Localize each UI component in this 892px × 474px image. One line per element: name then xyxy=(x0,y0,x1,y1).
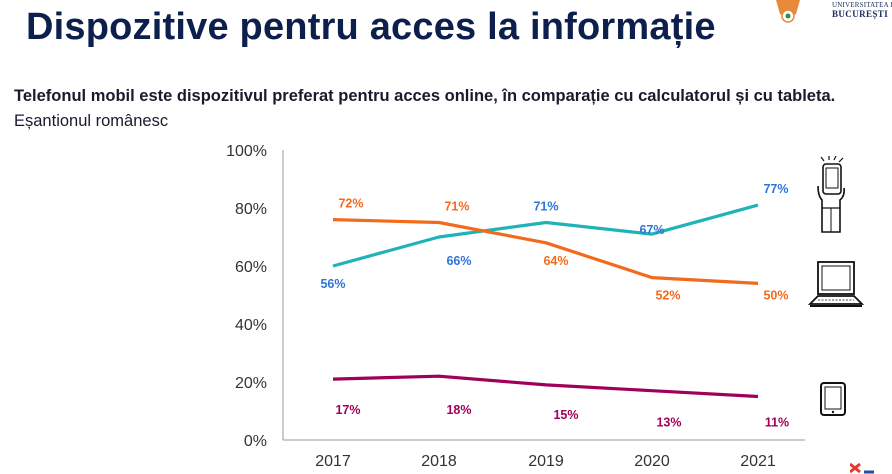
x-tick-label: 2021 xyxy=(740,453,776,470)
series-line-1 xyxy=(332,218,759,285)
data-label: 13% xyxy=(656,416,681,430)
slide-title: Dispozitive pentru acces la informație xyxy=(26,6,716,48)
y-tick-label: 20% xyxy=(235,375,267,392)
subtitle-rest: Eșantionul românesc xyxy=(14,112,169,130)
laptop-icon xyxy=(807,261,865,307)
y-tick-label: 80% xyxy=(235,201,267,218)
x-tick-label: 2018 xyxy=(421,453,457,470)
smartphone-icon xyxy=(817,156,845,233)
data-label: 17% xyxy=(335,403,360,417)
data-label: 50% xyxy=(763,288,788,302)
logo-text-line1: UNIVERSITATEA DIN xyxy=(832,1,892,9)
tablet-icon xyxy=(820,382,846,416)
x-tick-label: 2019 xyxy=(528,453,564,470)
data-label: 15% xyxy=(553,408,578,422)
data-label: 71% xyxy=(444,200,469,214)
data-label: 66% xyxy=(446,254,471,268)
x-tick-label: 2017 xyxy=(315,453,351,470)
y-tick-label: 0% xyxy=(244,433,267,450)
data-label: 11% xyxy=(765,416,789,430)
y-tick-label: 100% xyxy=(226,143,267,160)
logo-emblem-icon xyxy=(776,0,800,23)
series-line-0 xyxy=(332,203,759,268)
data-label: 77% xyxy=(763,182,788,196)
data-label: 52% xyxy=(655,289,680,303)
corner-logo-icon xyxy=(850,462,874,474)
data-label: 64% xyxy=(543,254,568,268)
y-tick-label: 60% xyxy=(235,259,267,276)
slide-subtitle: Telefonul mobil este dispozitivul prefer… xyxy=(14,84,844,134)
data-label: 67% xyxy=(639,223,664,237)
series-line-2 xyxy=(332,374,759,399)
x-tick-label: 2020 xyxy=(634,453,670,470)
logo-text-line2: BUCUREȘTI xyxy=(832,9,889,19)
subtitle-bold: Telefonul mobil este dispozitivul prefer… xyxy=(14,87,836,105)
y-tick-label: 40% xyxy=(235,317,267,334)
data-label: 71% xyxy=(533,200,558,214)
data-label: 18% xyxy=(446,403,471,417)
data-label: 56% xyxy=(320,277,345,291)
university-logo xyxy=(774,0,892,24)
data-label: 72% xyxy=(338,197,363,211)
